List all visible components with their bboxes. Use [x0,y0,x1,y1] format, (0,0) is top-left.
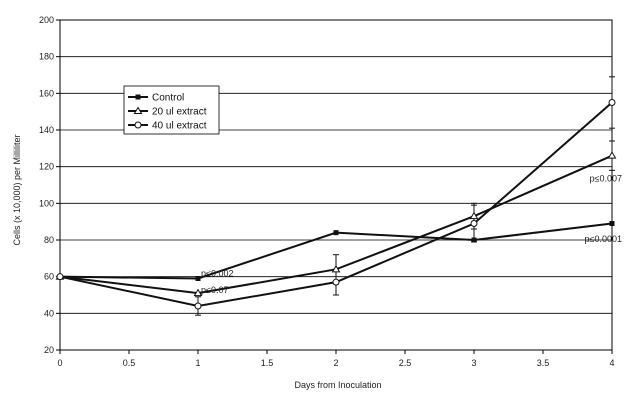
y-axis-ticks: 20 40 60 80 100 120 140 160 180 200 [39,15,60,355]
legend-marker [135,94,141,100]
annotations: p≤0.002 p≤0.07 p≤0.007 p≤0.0001 [201,173,622,295]
p-value-annotation: p≤0.002 [201,269,233,279]
legend-label: 40 ul extract [152,121,207,132]
y-tick-label: 200 [39,15,54,25]
x-tick-label: 1.5 [261,358,274,368]
x-tick-label: 3 [471,358,476,368]
p-value-annotation: p≤0.007 [590,173,622,183]
series-markers [55,99,617,310]
data-point [608,99,616,106]
y-tick-label: 120 [39,162,54,172]
plot-frame [59,19,613,351]
y-tick-label: 160 [39,88,54,98]
y-axis-title: Cells (x 10,000) per Milliliter [12,134,22,245]
plot-area [59,19,613,351]
data-point [56,273,64,281]
legend: Control 20 ul extract 40 ul extract [123,85,220,135]
x-tick-label: 4 [609,358,614,368]
x-tick-label: 0 [57,358,62,368]
x-tick-label: 1 [195,358,200,368]
y-tick-label: 80 [44,235,54,245]
data-point [607,151,617,159]
y-tick-label: 60 [44,272,54,282]
legend-label: 20 ul extract [152,107,207,118]
legend-marker [134,121,142,129]
y-tick-label: 140 [39,125,54,135]
data-point [332,278,340,286]
data-point [469,211,479,220]
p-value-annotation: p≤0.0001 [585,234,622,244]
x-tick-label: 2 [333,358,338,368]
data-point [471,237,477,243]
x-tick-label: 2.5 [399,358,412,368]
y-tick-label: 180 [39,52,54,62]
data-point [194,302,202,310]
p-value-annotation: p≤0.07 [201,285,228,295]
data-point [609,221,615,226]
data-point [195,276,201,281]
data-point [470,220,478,227]
y-tick-label: 100 [39,198,54,208]
legend-label: Control [152,93,184,104]
data-point [331,264,341,273]
data-point [193,288,203,297]
x-axis-title: Days from Inoculation [294,380,381,390]
y-tick-label: 20 [44,345,54,355]
data-point [333,230,339,236]
legend-marker [133,106,143,114]
x-axis-ticks: 0 0.5 1 1.5 2 2.5 3 3.5 4 [57,350,615,368]
x-tick-label: 3.5 [537,358,550,368]
y-tick-label: 40 [44,308,54,318]
x-tick-label: 0.5 [123,358,136,368]
